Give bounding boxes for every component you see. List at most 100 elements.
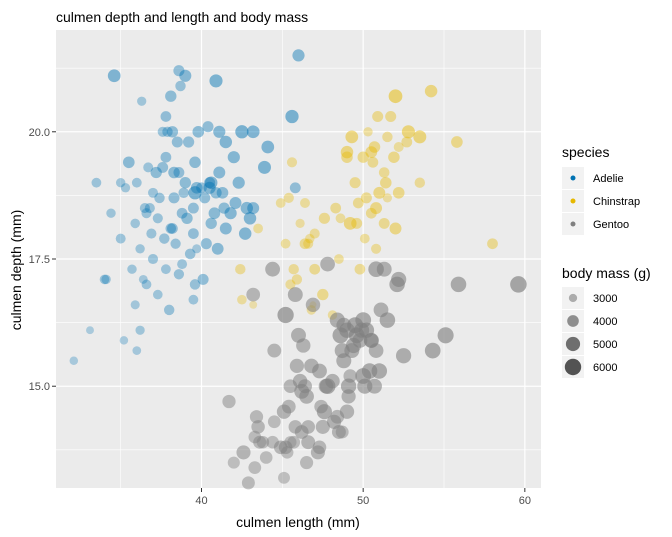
data-point [261, 140, 275, 154]
data-point [450, 276, 467, 293]
data-point [316, 404, 332, 420]
data-point [354, 322, 370, 338]
data-point [304, 358, 319, 374]
data-point [69, 356, 79, 366]
data-point [154, 192, 165, 204]
data-point [287, 287, 303, 303]
data-point [393, 142, 404, 152]
data-point [354, 263, 366, 275]
data-point [167, 223, 178, 234]
data-point [248, 430, 262, 444]
data-point [229, 197, 242, 209]
data-point [178, 187, 189, 199]
data-point [413, 130, 427, 144]
data-point [379, 312, 396, 328]
legend-size-swatch [567, 315, 579, 327]
data-point [371, 243, 382, 254]
data-point [370, 202, 383, 215]
data-point [365, 207, 377, 219]
data-point [130, 300, 140, 310]
data-point [162, 126, 173, 138]
data-point [243, 212, 257, 225]
data-point [146, 228, 157, 239]
data-point [357, 151, 369, 163]
data-point [372, 110, 384, 123]
data-point [177, 259, 188, 270]
data-point [283, 379, 298, 394]
series-gentoo [222, 256, 527, 490]
legend-label: Adelie [593, 173, 624, 185]
data-point [289, 182, 301, 194]
data-point [367, 156, 379, 168]
data-point [388, 151, 400, 163]
data-point [152, 213, 163, 224]
data-point [267, 343, 282, 358]
data-point [176, 207, 188, 219]
data-point [153, 289, 163, 300]
data-point [312, 440, 327, 455]
data-point [241, 476, 255, 490]
data-point [86, 326, 94, 335]
data-point [219, 135, 233, 149]
data-point [385, 110, 397, 123]
data-point [371, 363, 388, 379]
legend-label: Gentoo [593, 219, 629, 231]
data-point [259, 451, 273, 464]
data-point [359, 233, 370, 244]
legend-size-swatch [568, 293, 578, 303]
data-point [246, 287, 261, 302]
data-point [137, 96, 147, 106]
data-point [286, 157, 298, 168]
data-point [196, 182, 207, 194]
data-point [391, 271, 407, 287]
data-point [224, 207, 237, 220]
data-point [487, 238, 498, 250]
data-point [181, 212, 193, 224]
data-point [318, 378, 334, 394]
data-point [280, 238, 291, 249]
data-point [292, 49, 305, 62]
data-point [340, 145, 354, 159]
legend-label: 6000 [593, 362, 617, 374]
data-point [510, 276, 527, 293]
data-point [235, 263, 246, 275]
data-point [135, 244, 145, 254]
data-point [424, 342, 441, 359]
data-point [175, 80, 186, 92]
data-point [355, 368, 372, 384]
x-tick-label: 50 [357, 495, 369, 507]
data-point [288, 263, 299, 275]
y-axis: 15.0 17.5 20.0 [29, 127, 56, 393]
data-point [216, 186, 229, 199]
data-point [380, 176, 392, 189]
data-point [210, 187, 222, 199]
data-point [349, 177, 361, 189]
data-point [320, 256, 335, 272]
data-point [301, 435, 316, 450]
data-point [171, 136, 183, 148]
y-tick-label: 15.0 [29, 381, 50, 393]
data-point [299, 238, 311, 250]
data-point [166, 126, 179, 138]
data-point [395, 348, 412, 364]
data-point [188, 228, 199, 239]
legend-label: 3000 [593, 293, 617, 305]
data-point [392, 186, 405, 199]
legend-swatch [570, 221, 576, 227]
data-point [160, 111, 172, 122]
data-point [294, 383, 310, 399]
data-point [188, 294, 199, 305]
data-point [101, 274, 111, 285]
data-point [352, 197, 364, 209]
data-point [265, 261, 280, 277]
data-point [305, 233, 315, 244]
data-point [131, 177, 142, 188]
data-point [309, 228, 320, 239]
legend-swatch [570, 175, 576, 181]
data-point [189, 156, 201, 169]
data-point [208, 207, 221, 220]
data-point [135, 325, 145, 335]
data-point [275, 198, 286, 208]
data-point [190, 181, 203, 194]
